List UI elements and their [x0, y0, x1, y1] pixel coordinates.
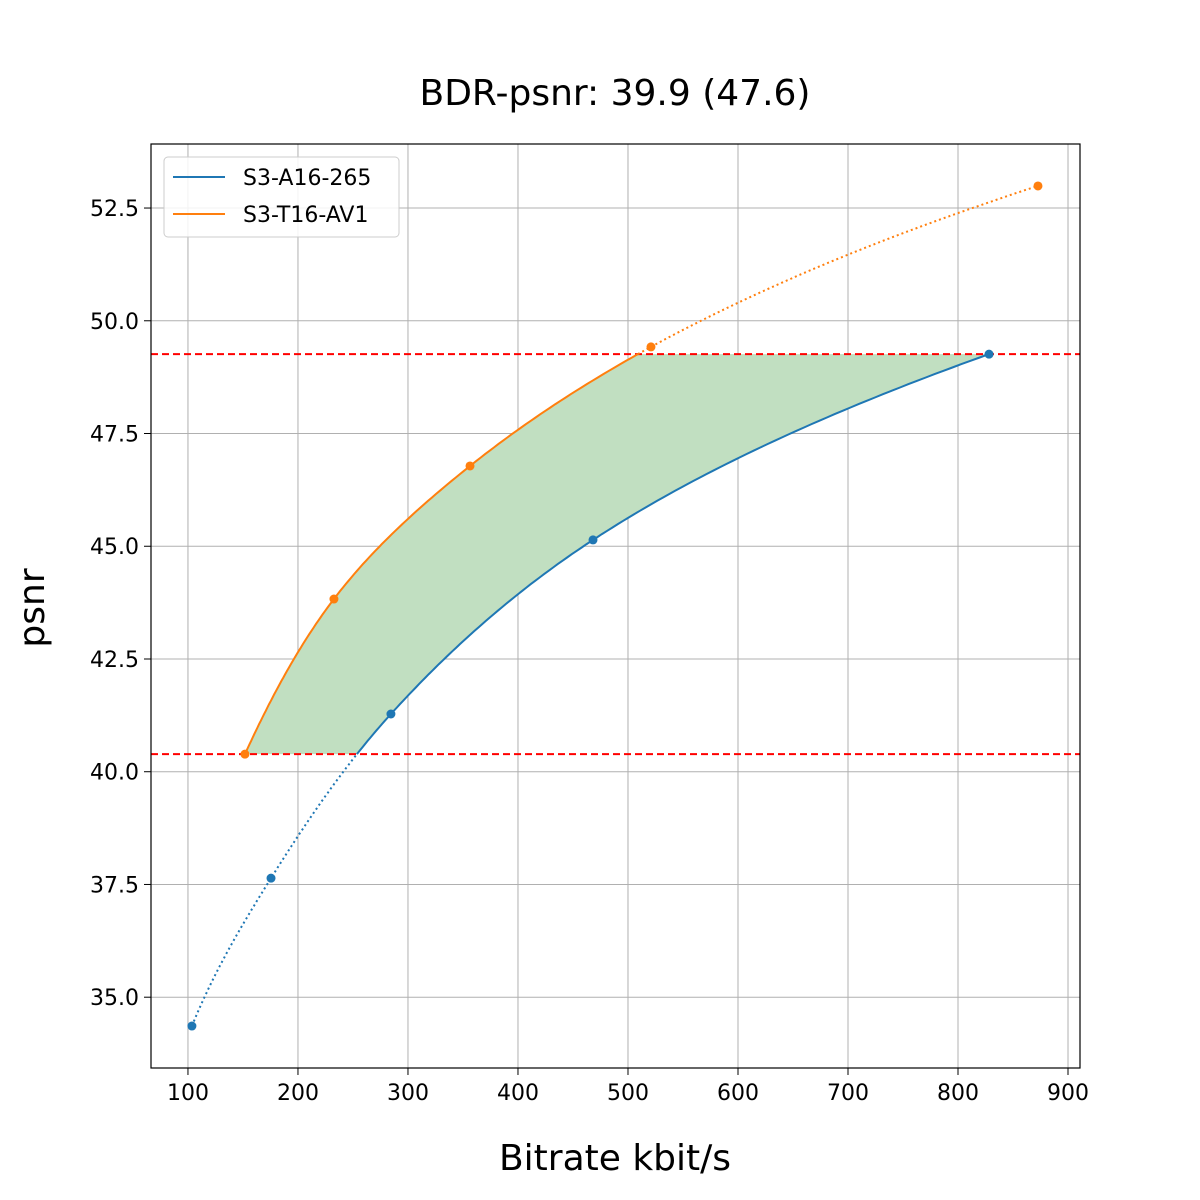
y-tick-label: 37.5 [90, 873, 139, 898]
series-line-extrapolated [190, 753, 358, 1027]
x-tick-label: 900 [1047, 1081, 1089, 1106]
data-point [329, 594, 339, 604]
data-point [646, 342, 656, 352]
data-point [465, 461, 475, 471]
legend: S3-A16-265 S3-T16-AV1 [163, 156, 400, 238]
data-point [386, 709, 396, 719]
x-tick-label: 400 [497, 1081, 539, 1106]
series [187, 181, 1043, 1031]
ticks: 100 200 300 400 500 600 700 800 900 35.0 37.5 40.0 4… [90, 197, 1089, 1106]
x-axis-label: Bitrate kbit/s [499, 1138, 731, 1179]
overlap-area [244, 354, 989, 755]
reference-lines [151, 353, 1080, 756]
x-tick-label: 600 [717, 1081, 759, 1106]
x-tick-label: 300 [387, 1081, 429, 1106]
chart-title: BDR-psnr: 39.9 (47.6) [420, 73, 811, 114]
legend-label-0: S3-A16-265 [243, 166, 371, 191]
data-point [984, 349, 994, 359]
y-tick-label: 45.0 [90, 535, 139, 560]
x-tick-label: 100 [167, 1081, 209, 1106]
series-1 [240, 181, 1043, 759]
series-line-extrapolated [637, 184, 1039, 355]
data-point [266, 873, 276, 883]
data-point [240, 749, 250, 759]
x-tick-label: 700 [827, 1081, 869, 1106]
series-0 [187, 349, 994, 1031]
series-line [356, 353, 990, 755]
data-point [588, 535, 598, 545]
overlap-fill [244, 354, 989, 755]
y-tick-label: 40.0 [90, 761, 139, 786]
legend-label-1: S3-T16-AV1 [243, 203, 368, 228]
x-tick-label: 800 [937, 1081, 979, 1106]
series-line [244, 353, 639, 755]
plot-frame [150, 143, 1081, 1069]
y-tick-label: 42.5 [90, 648, 139, 673]
x-tick-label: 200 [277, 1081, 319, 1106]
grid [151, 144, 1080, 1068]
data-point [187, 1021, 197, 1031]
y-tick-label: 35.0 [90, 986, 139, 1011]
y-axis-label: psnr [12, 568, 53, 647]
y-tick-label: 50.0 [90, 310, 139, 335]
y-tick-label: 47.5 [90, 423, 139, 448]
y-tick-label: 52.5 [90, 197, 139, 222]
data-point [1033, 181, 1043, 191]
x-tick-label: 500 [607, 1081, 649, 1106]
